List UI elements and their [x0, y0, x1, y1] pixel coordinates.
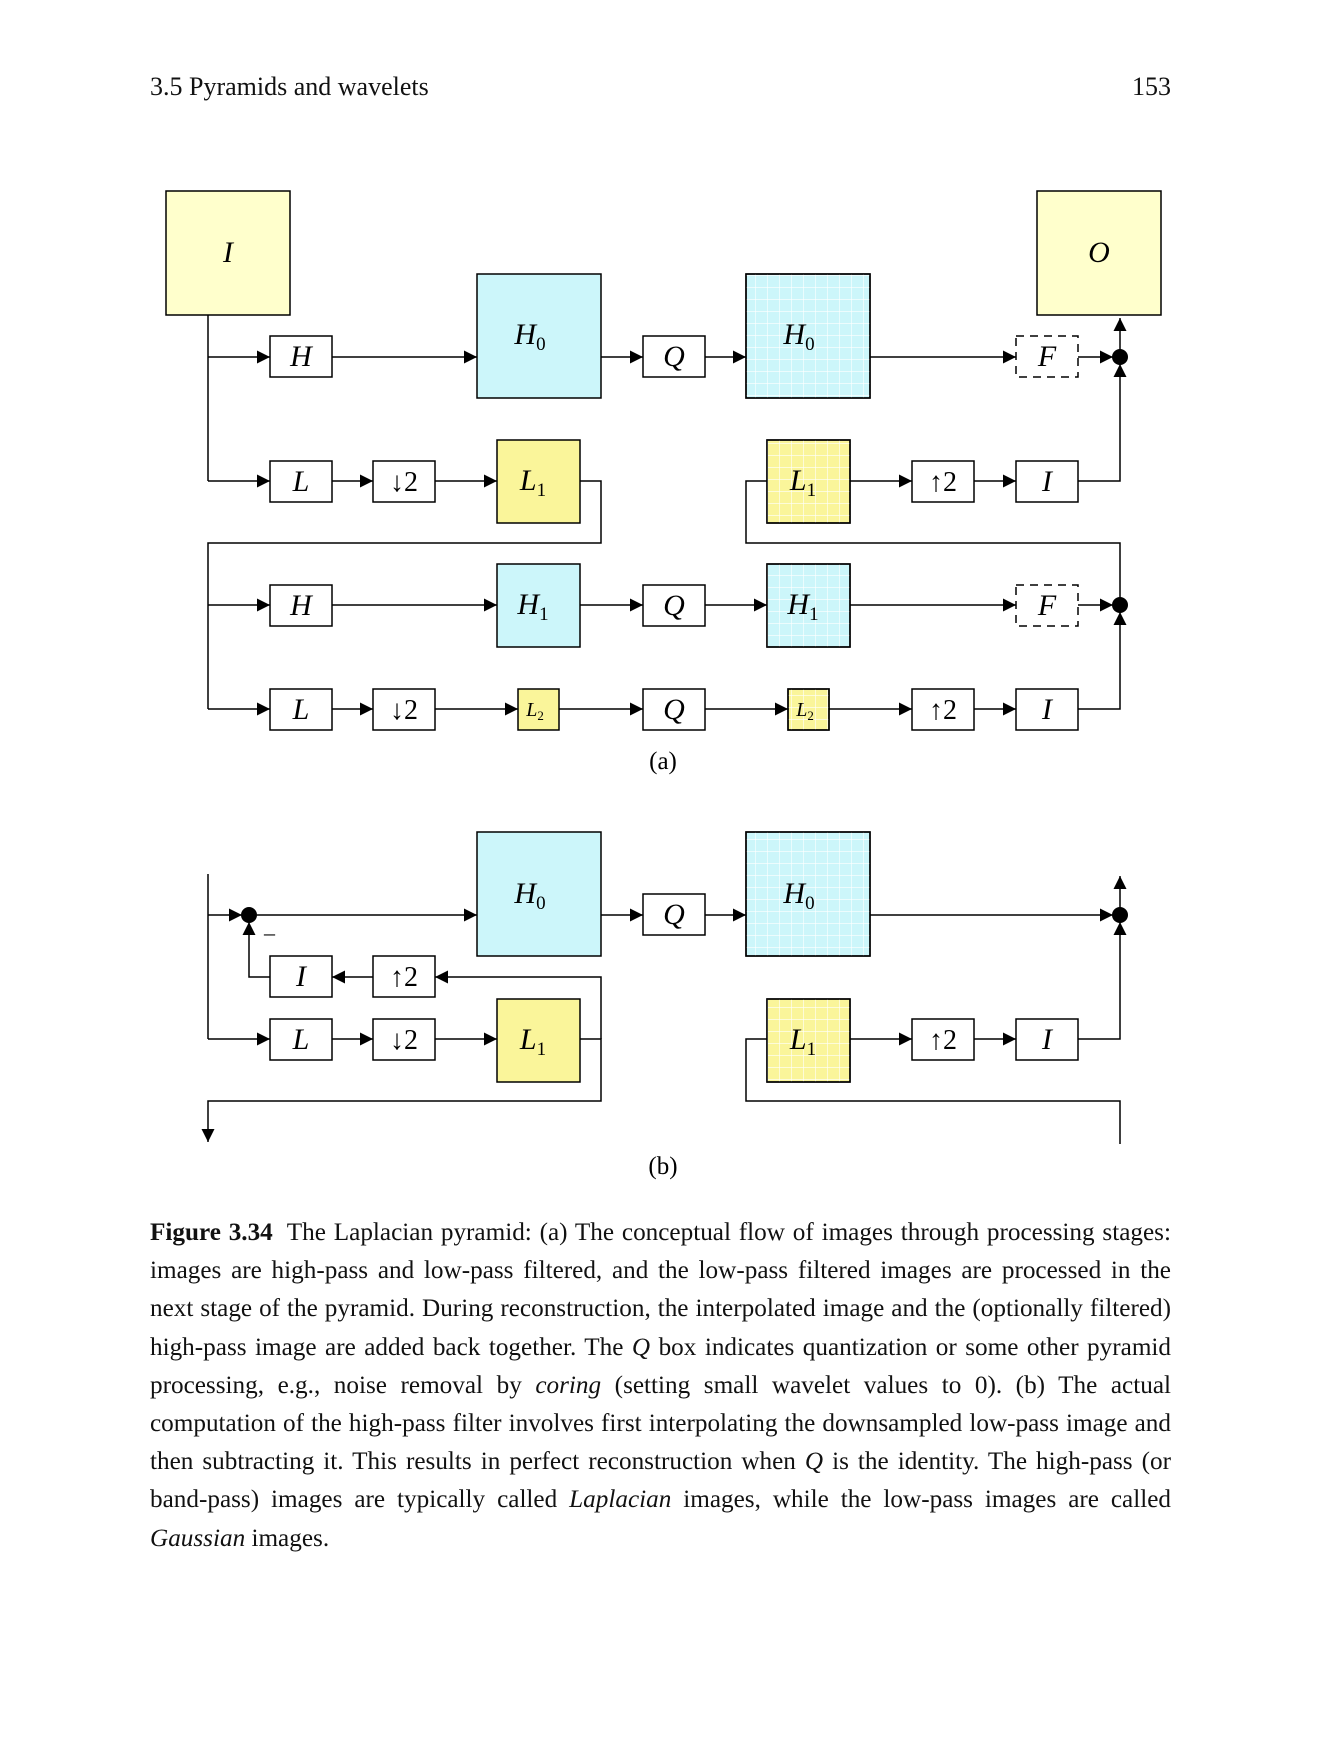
downsample-label: ↓2 — [390, 1025, 418, 1056]
caption-gaussian: Gaussian — [150, 1524, 246, 1552]
f-filter-label: F — [1037, 589, 1057, 622]
l1-analysis-label: L1 — [519, 464, 546, 501]
f-filter-box — [1015, 584, 1079, 627]
l2-analysis-label: L2 — [525, 699, 544, 723]
l2-synthesis-label: L2 — [795, 699, 814, 723]
output-image-box — [1036, 190, 1162, 316]
sum-node — [1112, 907, 1128, 923]
interp-label: I — [295, 960, 308, 993]
l1-analysis-box — [496, 998, 581, 1083]
caption-q: Q — [804, 1448, 824, 1476]
h0-analysis-label: H0 — [513, 318, 545, 355]
caption-q: Q — [631, 1333, 651, 1361]
interp-box — [1015, 1018, 1079, 1061]
h1-synthesis-label: H1 — [786, 588, 818, 625]
interp-label: I — [1041, 1023, 1054, 1056]
sum-node — [1112, 597, 1128, 613]
caption-text: images, while the low-pass images are ca… — [671, 1486, 1172, 1514]
f-filter-label: F — [1037, 340, 1057, 373]
subtract-sign: – — [263, 920, 276, 945]
l1-synthesis-label: L1 — [789, 1023, 816, 1060]
input-image-box — [165, 190, 291, 316]
l-filter-label: L — [292, 465, 310, 498]
h0-analysis-box — [476, 273, 602, 399]
upsample-label: ↑2 — [929, 1025, 957, 1056]
h1-analysis-label: H1 — [516, 588, 548, 625]
h-filter-label: H — [289, 589, 314, 622]
interp-box — [269, 955, 333, 998]
caption-laplacian: Laplacian — [569, 1486, 672, 1514]
running-head: 3.5 Pyramids and wavelets — [150, 72, 429, 101]
h0-synthesis-label: H0 — [782, 877, 814, 914]
downsample-label: ↓2 — [390, 467, 418, 498]
h0-analysis-box — [476, 831, 602, 957]
q-label: Q — [663, 898, 685, 931]
f-filter-box — [1015, 335, 1079, 378]
interp-label: I — [1041, 693, 1054, 726]
l-filter-label: L — [292, 693, 310, 726]
panel-a-label: (a) — [649, 748, 677, 775]
laplacian-pyramid-figure: I O H0 H0 L1 L1 H1 H1 L2 L2 H Q F — [165, 190, 1162, 1180]
panel-a: I O H0 H0 L1 L1 H1 H1 L2 L2 H Q F — [165, 190, 1162, 775]
downsample-box — [372, 1018, 436, 1061]
h-filter-box — [269, 335, 333, 378]
subtract-node — [241, 907, 257, 923]
panel-b-connections — [201, 874, 1127, 1144]
q-label: Q — [663, 589, 685, 622]
page-number: 153 — [1132, 72, 1171, 101]
h0-synthesis-grid — [746, 274, 870, 398]
caption-text: The Laplacian pyramid: (a) The conceptua… — [150, 1219, 1171, 1361]
figure-caption: Figure 3.34 The Laplacian pyramid: (a) Th… — [150, 1214, 1171, 1558]
panel-a-connections — [207, 315, 1127, 716]
output-image-label: O — [1088, 236, 1110, 269]
upsample-label: ↑2 — [929, 695, 957, 726]
l-filter-box — [269, 460, 333, 503]
caption-text: is the identity. The high-pass (or band-… — [150, 1448, 1171, 1514]
q-label: Q — [663, 340, 685, 373]
h0-analysis-label: H0 — [513, 877, 545, 914]
h0-synthesis-label: H0 — [782, 318, 814, 355]
panel-b-label: (b) — [648, 1153, 677, 1180]
q-box — [642, 335, 706, 378]
downsample-box — [372, 460, 436, 503]
downsample-label: ↓2 — [390, 695, 418, 726]
interp-label: I — [1041, 465, 1054, 498]
figure-label: Figure 3.34 — [150, 1219, 273, 1246]
upsample-label: ↑2 — [390, 962, 418, 993]
caption-text: box indicates quantization or some other… — [150, 1333, 1171, 1399]
l1-analysis-label: L1 — [519, 1023, 546, 1060]
upsample-box — [911, 460, 975, 503]
sum-node — [1112, 349, 1128, 365]
h-filter-box — [269, 584, 333, 627]
l1-analysis-box — [496, 439, 581, 524]
l1-synthesis-label: L1 — [789, 464, 816, 501]
l-filter-label: L — [292, 1023, 310, 1056]
q-label: Q — [663, 693, 685, 726]
h-filter-label: H — [289, 340, 314, 373]
upsample-label: ↑2 — [929, 467, 957, 498]
caption-coring: coring — [535, 1371, 602, 1399]
caption-text: (setting small wavelet values to 0). (b)… — [150, 1371, 1172, 1476]
l2-analysis-box — [517, 688, 560, 731]
caption-text: images. — [245, 1524, 330, 1552]
panel-b: H0 H0 L1 L1 Q I ↑2 L ↓2 ↑2 I — [201, 831, 1128, 1180]
upsample-box — [372, 955, 436, 998]
input-image-label: I — [222, 236, 235, 269]
